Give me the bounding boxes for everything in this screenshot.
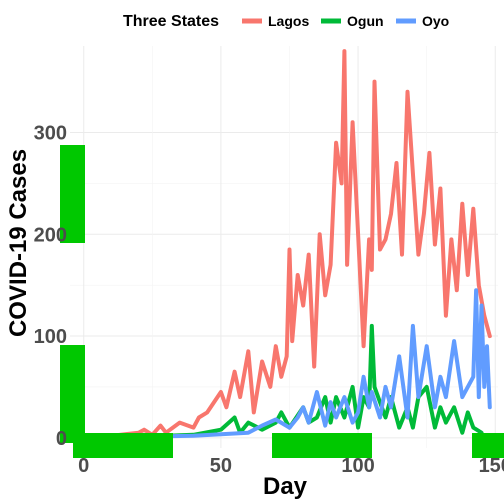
legend-label-ogun: Ogun <box>347 13 384 29</box>
legend-label-oyo: Oyo <box>422 13 449 29</box>
overlay-blocks <box>60 145 504 458</box>
x-tick-label: 150 <box>479 455 504 477</box>
series-layer <box>81 49 492 440</box>
x-tick-label: 0 <box>78 455 89 477</box>
overlay-block-left-lower <box>60 345 85 443</box>
y-tick-label: 0 <box>56 428 67 450</box>
y-tick-label: 200 <box>34 224 67 246</box>
x-tick-label: 50 <box>210 455 232 477</box>
tick-labels: 0 50 100 150 0 100 200 300 <box>34 123 504 477</box>
series-line-oyo <box>81 288 492 440</box>
series-line-ogun <box>81 323 484 440</box>
overlay-block-left-upper <box>60 145 85 243</box>
x-axis-title: Day <box>263 473 308 500</box>
y-tick-label: 100 <box>34 326 67 348</box>
overlay-block-bottom-middle <box>272 433 372 458</box>
series-line-lagos <box>81 49 492 439</box>
x-tick-label: 100 <box>341 455 374 477</box>
overlay-block-bottom-right <box>472 433 504 458</box>
legend: Three States Lagos Ogun Oyo <box>123 13 449 30</box>
y-tick-label: 300 <box>34 123 67 145</box>
y-axis-title: COVID-19 Cases <box>5 149 32 337</box>
legend-title: Three States <box>123 13 219 30</box>
overlay-block-bottom-left <box>73 433 173 458</box>
legend-label-lagos: Lagos <box>268 13 309 29</box>
